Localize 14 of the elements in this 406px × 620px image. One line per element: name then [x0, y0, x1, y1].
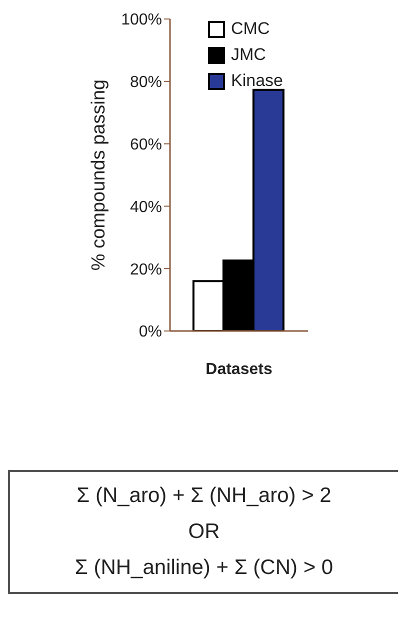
- y-tick-label: 0%: [138, 324, 162, 341]
- text: Σ (NH_aniline) + Σ (CN) > 0: [74, 555, 334, 581]
- y-tick-label: 40%: [130, 198, 162, 216]
- y-axis-title: % compounds passing: [88, 79, 110, 271]
- y-tick-label: 60%: [130, 136, 162, 154]
- text: Σ (N_aro) + Σ (NH_aro) > 2: [76, 483, 332, 509]
- legend-label: Kinase: [231, 71, 283, 91]
- y-tick-label: 80%: [130, 74, 162, 92]
- y-tick-label: 100%: [121, 12, 162, 29]
- legend-label: JMC: [231, 45, 266, 65]
- x-axis-title: Datasets: [206, 361, 272, 378]
- legend-label: CMC: [231, 19, 270, 39]
- text: OR: [187, 519, 221, 545]
- y-tick-label: 20%: [130, 261, 162, 278]
